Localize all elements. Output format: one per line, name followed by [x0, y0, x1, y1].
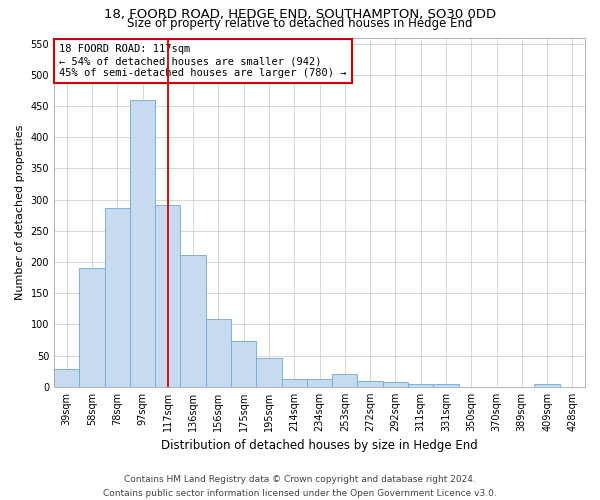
- Bar: [383, 382, 408, 387]
- X-axis label: Distribution of detached houses by size in Hedge End: Distribution of detached houses by size …: [161, 440, 478, 452]
- Bar: [130, 100, 155, 387]
- Bar: [281, 380, 307, 387]
- Bar: [358, 381, 383, 387]
- Text: Size of property relative to detached houses in Hedge End: Size of property relative to detached ho…: [127, 18, 473, 30]
- Text: Contains HM Land Registry data © Crown copyright and database right 2024.
Contai: Contains HM Land Registry data © Crown c…: [103, 476, 497, 498]
- Bar: [535, 384, 560, 387]
- Bar: [256, 358, 281, 387]
- Bar: [307, 380, 332, 387]
- Bar: [332, 374, 358, 387]
- Bar: [104, 208, 130, 387]
- Bar: [206, 319, 231, 387]
- Bar: [181, 254, 206, 387]
- Text: 18, FOORD ROAD, HEDGE END, SOUTHAMPTON, SO30 0DD: 18, FOORD ROAD, HEDGE END, SOUTHAMPTON, …: [104, 8, 496, 21]
- Bar: [79, 268, 104, 387]
- Bar: [433, 384, 458, 387]
- Y-axis label: Number of detached properties: Number of detached properties: [15, 124, 25, 300]
- Bar: [231, 342, 256, 387]
- Bar: [155, 206, 181, 387]
- Bar: [408, 384, 433, 387]
- Text: 18 FOORD ROAD: 117sqm
← 54% of detached houses are smaller (942)
45% of semi-det: 18 FOORD ROAD: 117sqm ← 54% of detached …: [59, 44, 347, 78]
- Bar: [54, 370, 79, 387]
